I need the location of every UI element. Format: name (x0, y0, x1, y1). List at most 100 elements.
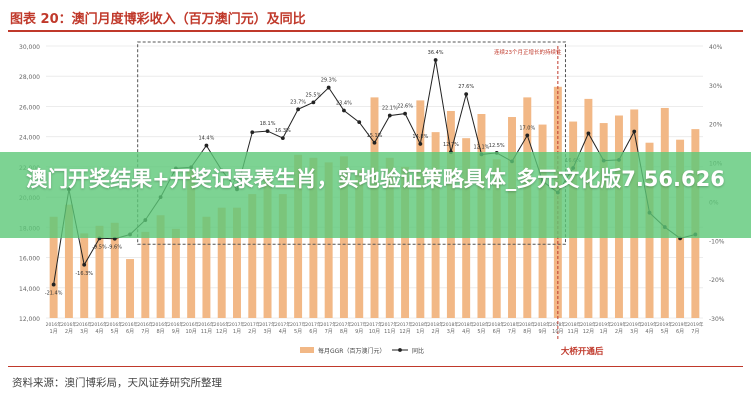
x-tick-label: 10月 (552, 329, 563, 335)
right-axis-tick-label: 30% (709, 83, 723, 90)
bar (202, 216, 211, 318)
x-tick-year: 2019年 (626, 321, 642, 328)
right-axis-tick-label: 20% (709, 122, 723, 129)
bar (64, 204, 73, 318)
yoy-point (265, 129, 270, 133)
bar (278, 194, 287, 318)
x-tick-label: 9月 (355, 329, 363, 335)
yoy-point (357, 120, 362, 125)
x-tick-label: 4月 (462, 329, 470, 335)
x-tick-label: 3月 (447, 329, 455, 335)
x-tick-label: 4月 (279, 329, 287, 335)
yoy-point-label: 36.4% (428, 50, 444, 56)
x-tick-year: 2018年 (473, 321, 489, 328)
x-tick-label: 9月 (172, 329, 180, 335)
x-tick-year: 2017年 (260, 321, 276, 328)
right-axis-tick-label: 40% (709, 44, 723, 51)
yoy-point (82, 262, 87, 267)
bar (324, 162, 333, 318)
left-axis-tick-label: 14,000 (19, 286, 40, 293)
x-tick-year: 2016年 (153, 321, 169, 328)
right-axis-tick-label: -10% (709, 238, 725, 245)
x-tick-label: 3月 (263, 329, 271, 335)
bar (187, 169, 196, 318)
footer-rule (8, 366, 743, 367)
x-tick-label: 6月 (493, 329, 501, 335)
x-tick-label: 2月 (432, 329, 440, 335)
right-axis-tick-label: -30% (709, 316, 725, 323)
x-tick-year: 2019年 (611, 321, 627, 328)
x-tick-label: 4月 (645, 329, 653, 335)
yoy-point-label: 27.6% (458, 84, 474, 90)
yoy-point (387, 113, 392, 118)
x-tick-label: 5月 (661, 329, 669, 335)
bar (80, 233, 89, 318)
x-tick-year: 2016年 (107, 321, 123, 328)
yoy-point-label: 12.5% (489, 143, 505, 149)
yoy-point-label: 16.3% (275, 128, 291, 134)
x-tick-year: 2019年 (687, 321, 703, 328)
x-tick-year: 2017年 (382, 321, 398, 328)
bar (95, 225, 104, 318)
x-tick-label: 6月 (676, 329, 684, 335)
x-tick-year: 2016年 (61, 321, 77, 328)
yoy-point-label: 18.1% (260, 121, 276, 127)
legend-bar-label: 每月GGR（百万澳门元） (318, 347, 385, 355)
yoy-point (204, 143, 209, 148)
left-axis-tick-label: 24,000 (19, 135, 40, 142)
x-tick-year: 2017年 (275, 321, 291, 328)
x-tick-label: 11月 (384, 329, 395, 335)
x-tick-label: 5月 (477, 329, 485, 335)
left-axis-tick-label: 16,000 (19, 256, 40, 263)
x-tick-year: 2018年 (580, 321, 596, 328)
annotation-box-label: 连续23个月正增长的持续性 (494, 48, 562, 56)
yoy-point (525, 133, 530, 138)
x-tick-year: 2018年 (550, 321, 566, 328)
x-tick-label: 6月 (309, 329, 317, 335)
x-tick-year: 2017年 (351, 321, 367, 328)
x-tick-year: 2016年 (198, 321, 214, 328)
x-tick-label: 10月 (369, 329, 380, 335)
yoy-point-label: 22.1% (382, 106, 398, 112)
x-tick-year: 2017年 (244, 321, 260, 328)
x-tick-label: 8月 (156, 329, 164, 335)
overlay-banner-text: 澳门开奖结果+开奖记录表生肖，实地验证策略具体_多元文化版7.56.626 (26, 167, 725, 191)
x-tick-label: 7月 (141, 329, 149, 335)
bar (248, 194, 257, 318)
x-tick-label: 10月 (185, 329, 196, 335)
yoy-point (296, 107, 301, 112)
yoy-point-label: 23.4% (336, 101, 352, 107)
yoy-point-label: 29.3% (321, 78, 337, 84)
yoy-point (311, 100, 316, 105)
x-tick-label: 1月 (50, 329, 58, 335)
x-tick-year: 2016年 (92, 321, 108, 328)
x-tick-year: 2019年 (672, 321, 688, 328)
bar (217, 207, 226, 318)
x-tick-label: 7月 (325, 329, 333, 335)
yoy-point-label: 14.8% (412, 134, 428, 140)
x-tick-year: 2016年 (214, 321, 230, 328)
x-tick-year: 2016年 (183, 321, 199, 328)
header-rule (8, 30, 743, 32)
x-tick-year: 2016年 (137, 321, 153, 328)
x-tick-label: 11月 (567, 329, 578, 335)
x-tick-label: 3月 (630, 329, 638, 335)
yoy-point-label: -9.6% (107, 245, 122, 251)
x-tick-year: 2016年 (122, 321, 138, 328)
x-tick-year: 2019年 (657, 321, 673, 328)
source-note: 资料来源：澳门博彩局，天风证券研究所整理 (12, 377, 222, 389)
x-tick-year: 2018年 (428, 321, 444, 328)
x-tick-label: 12月 (583, 329, 594, 335)
x-tick-label: 9月 (538, 329, 546, 335)
bar (110, 222, 119, 318)
x-tick-label: 6月 (126, 329, 134, 335)
x-tick-label: 1月 (233, 329, 241, 335)
yoy-point (464, 92, 469, 97)
x-tick-year: 2017年 (367, 321, 383, 328)
yoy-point-label: 17.0% (519, 125, 535, 131)
x-tick-year: 2018年 (565, 321, 581, 328)
x-tick-year: 2018年 (412, 321, 428, 328)
x-tick-label: 8月 (340, 329, 348, 335)
bar (141, 231, 150, 318)
figure-title: 图表 20：澳门月度博彩收入（百万澳门元）及同比 (10, 12, 306, 27)
